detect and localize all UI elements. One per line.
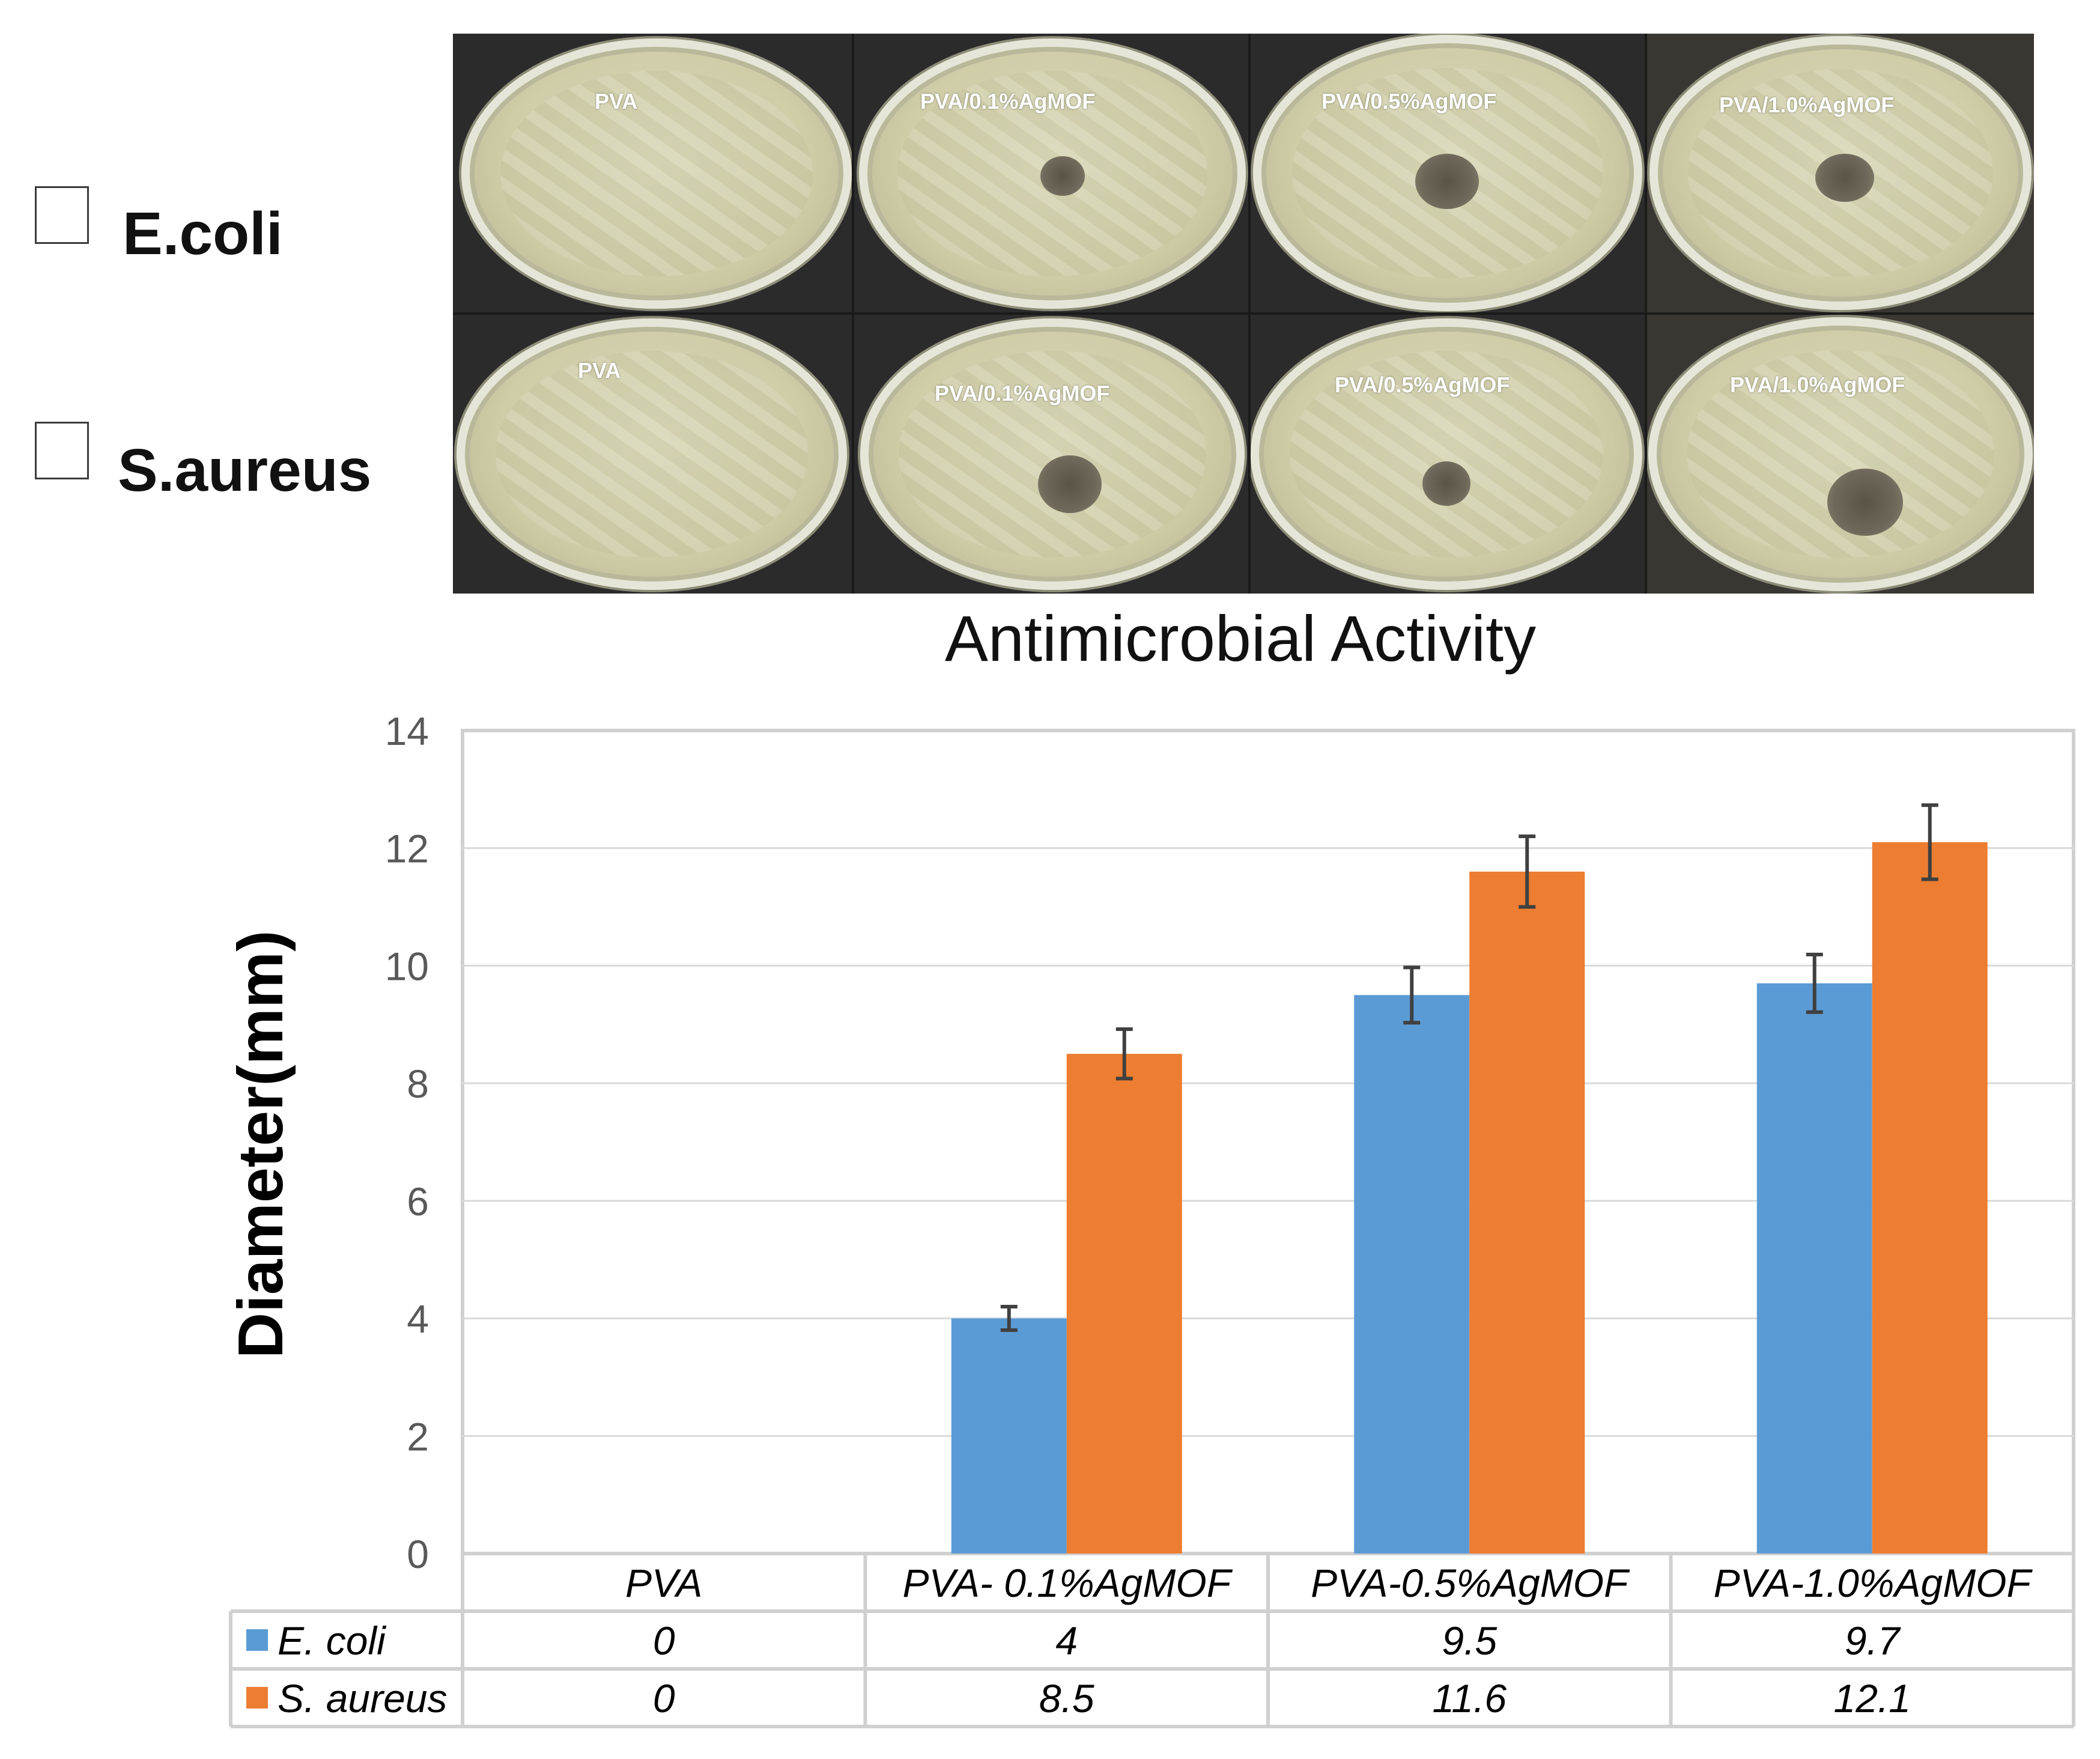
legend-swatch-saureus <box>35 422 89 479</box>
x-category-label: PVA-0.5%AgMOF <box>1311 1561 1630 1605</box>
plate-top-2: PVA/0.1%AgMOF <box>854 34 1248 312</box>
table-legend-key <box>246 1687 268 1709</box>
data-label: 12.1 <box>1834 1676 1911 1721</box>
plate-top-3: PVA/0.5%AgMOF <box>1251 34 1645 312</box>
petri-dish <box>461 38 852 309</box>
y-tick-label: 0 <box>407 1532 429 1576</box>
legend-swatch-ecoli <box>35 186 89 244</box>
data-label: 0 <box>653 1618 675 1663</box>
data-label: 9.5 <box>1442 1618 1497 1663</box>
petri-dish <box>1251 318 1642 590</box>
tick-layer: 0 2 4 6 8 10 12 14 <box>385 709 429 1576</box>
plate-bottom-2: PVA/0.1%AgMOF <box>854 315 1248 594</box>
data-label: 8.5 <box>1039 1676 1094 1721</box>
y-tick-label: 4 <box>407 1297 429 1341</box>
data-label: 4 <box>1055 1618 1078 1663</box>
plate-label: PVA/0.5%AgMOF <box>1335 372 1510 397</box>
y-tick-label: 12 <box>385 827 429 871</box>
plate-label: PVA/0.5%AgMOF <box>1322 89 1497 114</box>
plate-bottom-4: PVA/1.0%AgMOF <box>1647 315 2034 594</box>
bar-ecoli <box>951 1318 1067 1554</box>
y-tick-label: 14 <box>385 709 429 753</box>
petri-dish <box>1253 35 1642 311</box>
y-axis-label: Diameter(mm) <box>225 931 296 1359</box>
y-tick-label: 6 <box>407 1179 429 1224</box>
inhibition-zone <box>1827 469 1903 536</box>
bar-saureus <box>1872 842 1988 1554</box>
plate-label: PVA/0.1%AgMOF <box>920 89 1096 114</box>
inhibition-zone <box>1815 154 1874 202</box>
data-table: PVA PVA- 0.1%AgMOF PVA-0.5%AgMOF PVA-1.0%Ag… <box>229 1554 2075 1728</box>
inhibition-zone <box>1040 156 1085 196</box>
plate-label: PVA/1.0%AgMOF <box>1730 372 1905 397</box>
y-tick-label: 2 <box>407 1414 429 1459</box>
plate-label: PVA/0.1%AgMOF <box>935 381 1110 406</box>
table-series-label: E. coli <box>278 1618 387 1663</box>
inhibition-zone <box>1415 154 1479 209</box>
plate-bottom-1: PVA <box>453 315 852 594</box>
y-tick-label: 8 <box>407 1062 429 1106</box>
plate-top-1: PVA <box>453 34 852 312</box>
inhibition-zone <box>1422 461 1470 506</box>
petri-dish <box>1649 36 2032 310</box>
table-series-label: S. aureus <box>278 1676 448 1721</box>
error-layer <box>1000 803 1938 1332</box>
plate-bottom-3: PVA/0.5%AgMOF <box>1251 315 1645 594</box>
petri-dish <box>859 38 1246 309</box>
photo-title: Antimicrobial Activity <box>944 602 1537 675</box>
petri-dish <box>457 318 847 590</box>
petri-dish-photo-grid: PVA PVA/0.1%AgMOF PVA/0.5%AgMOF PVA/1.0%… <box>453 34 2034 594</box>
bar-ecoli <box>1756 983 1872 1554</box>
data-label: 9.7 <box>1845 1618 1901 1663</box>
x-category-label: PVA <box>625 1561 702 1605</box>
bar-saureus <box>1469 871 1585 1554</box>
bar-layer <box>951 842 1988 1554</box>
bar-saureus <box>1066 1054 1182 1554</box>
y-tick-label: 10 <box>385 944 429 988</box>
plate-label: PVA/1.0%AgMOF <box>1719 93 1895 117</box>
legend-label-saureus: S.aureus <box>118 437 372 504</box>
data-label: 0 <box>653 1676 675 1721</box>
plate-label: PVA <box>578 358 621 383</box>
legend-label-ecoli: E.coli <box>123 200 283 267</box>
bar-ecoli <box>1354 995 1470 1554</box>
plate-top-4: PVA/1.0%AgMOF <box>1647 34 2034 312</box>
petri-dish <box>1648 317 2033 591</box>
x-category-label: PVA-1.0%AgMOF <box>1714 1561 2033 1605</box>
x-category-label: PVA- 0.1%AgMOF <box>902 1561 1233 1605</box>
plate-label: PVA <box>595 89 638 114</box>
inhibition-zone <box>1038 455 1102 513</box>
petri-dish <box>860 318 1245 590</box>
table-legend-key <box>246 1629 268 1651</box>
data-label: 11.6 <box>1432 1676 1507 1721</box>
